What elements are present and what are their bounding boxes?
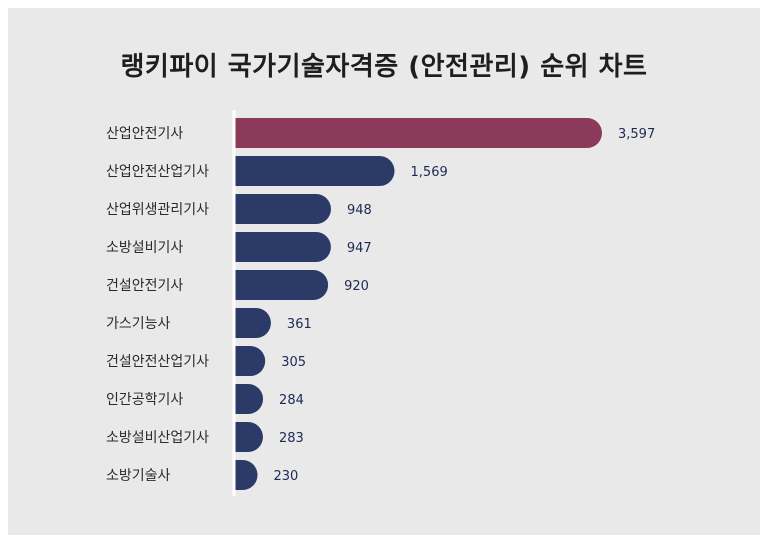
- category-label: 산업안전기사: [106, 126, 183, 142]
- value-label: 284: [279, 393, 304, 408]
- category-label: 건설안전산업기사: [106, 354, 209, 370]
- bar: [234, 308, 271, 338]
- value-label: 230: [274, 469, 299, 484]
- category-label: 건설안전기사: [106, 278, 183, 294]
- bar: [234, 384, 264, 414]
- bar: [234, 422, 263, 452]
- bar: [234, 118, 602, 148]
- value-label: 361: [287, 317, 312, 332]
- value-label: 283: [279, 431, 304, 446]
- value-label: 305: [281, 355, 306, 370]
- bar: [234, 194, 331, 224]
- bar: [234, 156, 395, 186]
- category-label: 소방설비산업기사: [106, 430, 209, 446]
- chart-background: [8, 8, 760, 535]
- category-label: 소방설비기사: [106, 240, 183, 256]
- value-label: 1,569: [411, 165, 448, 180]
- chart-title: 랭키파이 국가기술자격증 (안전관리) 순위 차트: [120, 52, 648, 82]
- bar: [234, 346, 266, 376]
- bar: [234, 232, 331, 262]
- category-label: 인간공학기사: [106, 392, 183, 408]
- value-label: 3,597: [618, 127, 655, 142]
- category-label: 소방기술사: [106, 468, 171, 484]
- value-label: 920: [344, 279, 369, 294]
- value-label: 947: [347, 241, 372, 256]
- bar: [234, 460, 258, 490]
- category-label: 산업위생관리기사: [106, 202, 209, 218]
- category-label: 산업안전산업기사: [106, 164, 209, 180]
- category-label: 가스기능사: [106, 316, 171, 332]
- value-label: 948: [347, 203, 372, 218]
- bar: [234, 270, 329, 300]
